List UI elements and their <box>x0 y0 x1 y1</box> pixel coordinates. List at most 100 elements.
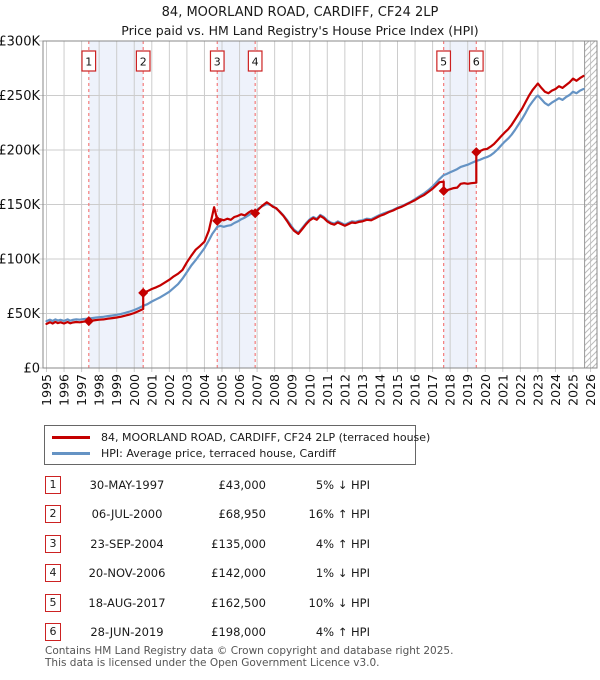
footer-line-1: Contains HM Land Registry data © Crown c… <box>45 645 454 657</box>
footer-line-2: This data is licensed under the Open Gov… <box>45 656 380 669</box>
hpi-comparison: 5% ↓ HPI <box>315 477 370 492</box>
legend-row: HPI: Average price, terraced house, Card… <box>52 445 415 461</box>
year-tick-label: 2025 <box>566 374 581 406</box>
year-tick-label: 1996 <box>57 374 72 406</box>
hpi-comparison: 1% ↓ HPI <box>315 566 370 581</box>
year-tick-label: 2013 <box>355 374 370 406</box>
transactions-table: 1 30-MAY-1997 £43,000 5% ↓ HPI 2 06-JUL-2000 £… <box>45 470 465 647</box>
hpi-line-swatch <box>52 451 90 455</box>
price-paid-line <box>45 74 585 325</box>
legend-label: 84, MOORLAND ROAD, CARDIFF, CF24 2LP (te… <box>101 430 431 444</box>
hpi-comparison: 10% ↓ HPI <box>308 595 370 610</box>
sale-badge-label: 4 <box>252 56 259 69</box>
year-tick-label: 2021 <box>495 374 510 406</box>
year-tick-label: 2004 <box>197 374 212 406</box>
sale-price: £68,950 <box>218 507 266 522</box>
sale-marker <box>138 287 149 298</box>
price-paid-line-swatch <box>52 435 90 439</box>
row-number-badge: 6 <box>45 623 61 642</box>
copyright-footer: Contains HM Land Registry data © Crown c… <box>45 645 454 669</box>
hpi-comparison: 16% ↑ HPI <box>308 507 370 522</box>
year-tick-label: 2024 <box>548 374 563 406</box>
year-tick-label: 2005 <box>215 374 230 406</box>
year-tick-label: 2019 <box>460 374 475 406</box>
year-tick-label: 2022 <box>513 374 528 406</box>
legend-row: 84, MOORLAND ROAD, CARDIFF, CF24 2LP (te… <box>52 429 430 445</box>
year-tick-label: 2015 <box>390 374 405 406</box>
sale-marker <box>471 147 482 158</box>
sale-badge <box>135 50 151 72</box>
sale-price: £162,500 <box>211 595 266 610</box>
year-tick-label: 2007 <box>250 374 265 406</box>
price-tick-label: £100K <box>0 253 40 268</box>
row-number-badge: 4 <box>45 564 61 583</box>
sale-date: 18-AUG-2017 <box>88 595 166 610</box>
year-tick-label: 1995 <box>39 374 54 406</box>
sale-badge <box>81 50 97 72</box>
hpi-comparison: 4% ↑ HPI <box>315 536 370 551</box>
future-hatch <box>584 41 597 368</box>
table-row: 5 18-AUG-2017 £162,500 10% ↓ HPI <box>45 588 465 618</box>
sale-marker <box>438 185 449 196</box>
year-tick-label: 2010 <box>302 374 317 406</box>
year-tick-label: 2003 <box>179 374 194 406</box>
sale-price: £142,000 <box>211 566 266 581</box>
year-tick-label: 2011 <box>320 374 335 406</box>
year-tick-label: 2020 <box>478 374 493 406</box>
sale-price: £198,000 <box>211 625 266 640</box>
page-subtitle: Price paid vs. HM Land Registry's House … <box>121 23 479 38</box>
sale-badge <box>209 50 225 72</box>
legend-label: HPI: Average price, terraced house, Card… <box>101 446 336 460</box>
year-tick-label: 2017 <box>425 374 440 406</box>
row-number-badge: 2 <box>45 505 61 524</box>
year-tick-label: 2023 <box>530 374 545 406</box>
price-tick-label: £0 <box>23 362 40 377</box>
year-tick-label: 1997 <box>74 374 89 406</box>
table-row: 6 28-JUN-2019 £198,000 4% ↑ HPI <box>45 618 465 648</box>
row-number-badge: 5 <box>45 593 61 612</box>
year-tick-label: 2012 <box>337 374 352 406</box>
row-number-badge: 3 <box>45 534 61 553</box>
year-tick-label: 1999 <box>109 374 124 406</box>
sale-badge <box>436 50 452 72</box>
plot-border <box>42 40 598 369</box>
year-tick-label: 2009 <box>285 374 300 406</box>
sale-date: 20-NOV-2006 <box>88 566 166 581</box>
chart-legend: 84, MOORLAND ROAD, CARDIFF, CF24 2LP (te… <box>44 425 430 465</box>
year-tick-label: 2018 <box>443 374 458 406</box>
sale-badge-label: 5 <box>440 56 447 69</box>
table-row: 2 06-JUL-2000 £68,950 16% ↑ HPI <box>45 500 465 530</box>
year-tick-label: 2014 <box>372 374 387 406</box>
sale-price: £135,000 <box>211 536 266 551</box>
year-tick-label: 2001 <box>144 374 159 406</box>
price-tick-label: £150K <box>0 198 40 213</box>
table-row: 3 23-SEP-2004 £135,000 4% ↑ HPI <box>45 529 465 559</box>
sale-marker <box>250 208 261 219</box>
year-tick-label: 2026 <box>583 374 598 406</box>
row-number-badge: 1 <box>45 475 61 494</box>
price-tick-label: £50K <box>7 307 41 322</box>
sale-price: £43,000 <box>218 477 266 492</box>
sale-badge <box>468 50 484 72</box>
year-tick-label: 2006 <box>232 374 247 406</box>
sale-badge-label: 6 <box>473 56 480 69</box>
year-tick-label: 1998 <box>92 374 107 406</box>
table-row: 1 30-MAY-1997 £43,000 5% ↓ HPI <box>45 470 465 500</box>
sale-badge-label: 3 <box>214 56 221 69</box>
year-tick-label: 2000 <box>127 374 142 406</box>
sale-badge-label: 1 <box>85 56 92 69</box>
sale-date: 06-JUL-2000 <box>91 507 163 522</box>
year-tick-label: 2008 <box>267 374 282 406</box>
hpi-comparison: 4% ↑ HPI <box>315 625 370 640</box>
sale-marker <box>212 215 223 226</box>
sale-date: 28-JUN-2019 <box>90 625 164 640</box>
price-tick-label: £200K <box>0 144 40 159</box>
sale-badge <box>247 50 263 72</box>
table-row: 4 20-NOV-2006 £142,000 1% ↓ HPI <box>45 559 465 589</box>
price-tick-label: £300K <box>0 35 40 50</box>
sale-badge-label: 2 <box>140 56 147 69</box>
year-tick-label: 2016 <box>408 374 423 406</box>
sale-date: 23-SEP-2004 <box>90 536 164 551</box>
price-history-chart: 1 2 3 4 5 6 £0 £50K £100K £150K £200K £250K £300K 199… <box>0 35 598 406</box>
